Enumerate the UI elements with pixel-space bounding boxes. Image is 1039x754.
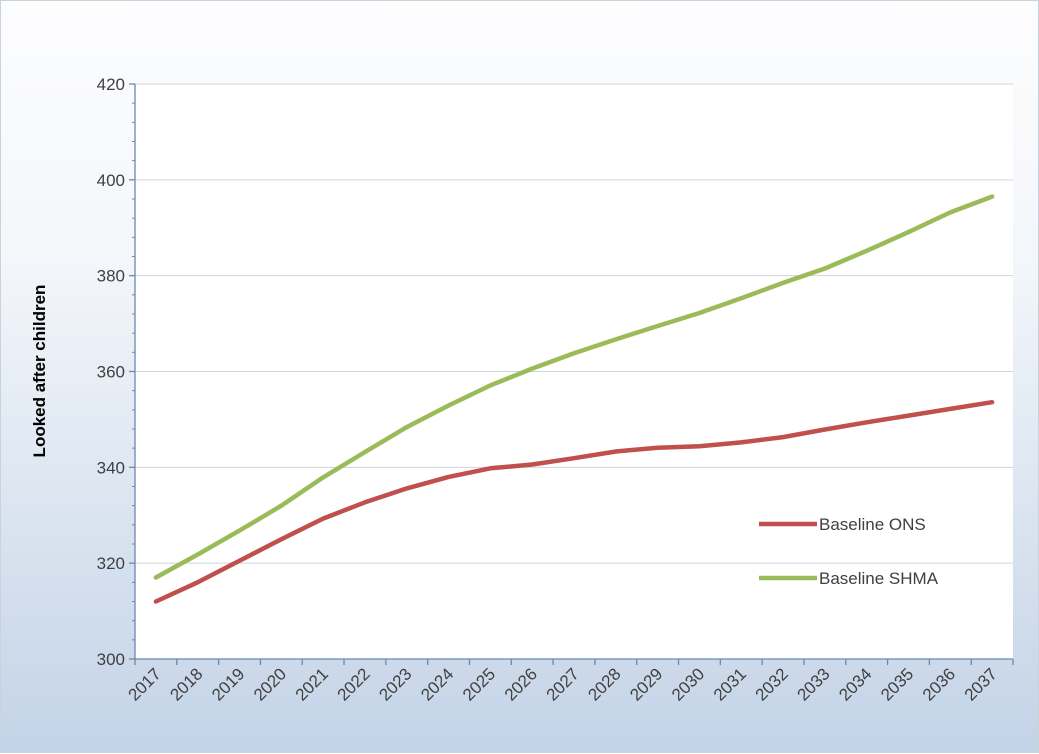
x-tick-label: 2025 [459, 664, 499, 704]
x-tick-label: 2032 [752, 664, 792, 704]
x-tick-label: 2036 [919, 664, 959, 704]
y-tick-label: 360 [97, 363, 125, 382]
x-tick-label: 2034 [835, 664, 875, 704]
y-tick-label: 340 [97, 458, 125, 477]
x-tick-label: 2022 [334, 664, 374, 704]
x-tick-label: 2023 [375, 664, 415, 704]
y-axis-title: Looked after children [30, 285, 49, 458]
series-line-0 [153, 399, 995, 604]
x-tick-label: 2017 [125, 664, 165, 704]
x-tick-label: 2028 [584, 664, 624, 704]
x-tick-label: 2033 [794, 664, 834, 704]
x-ticks: 2017 2018 2019 2020 2021 2022 2023 2024 2025 2026… [125, 659, 1014, 705]
x-tick-label: 2027 [543, 664, 583, 704]
series [153, 194, 995, 604]
y-ticks: 300 320 340 360 380 400 420 [97, 75, 135, 669]
x-tick-label: 2026 [501, 664, 541, 704]
series-line-1 [153, 194, 995, 580]
x-tick-label: 2020 [250, 664, 290, 704]
y-tick-label: 400 [97, 171, 125, 190]
y-tick-label: 380 [97, 267, 125, 286]
x-tick-label: 2030 [668, 664, 708, 704]
x-tick-label: 2029 [626, 664, 666, 704]
y-tick-label: 420 [97, 75, 125, 94]
x-tick-label: 2035 [877, 664, 917, 704]
x-tick-label: 2037 [961, 664, 1001, 704]
y-tick-label: 300 [97, 650, 125, 669]
x-tick-label: 2018 [166, 664, 206, 704]
x-tick-label: 2021 [292, 664, 332, 704]
legend-label: Baseline SHMA [819, 569, 939, 588]
legend: Baseline ONS Baseline SHMA [759, 515, 939, 588]
gridlines [135, 83, 1013, 564]
x-tick-label: 2031 [710, 664, 750, 704]
legend-label: Baseline ONS [819, 515, 926, 534]
y-tick-label: 320 [97, 554, 125, 573]
x-tick-label: 2024 [417, 664, 457, 704]
x-tick-label: 2019 [208, 664, 248, 704]
